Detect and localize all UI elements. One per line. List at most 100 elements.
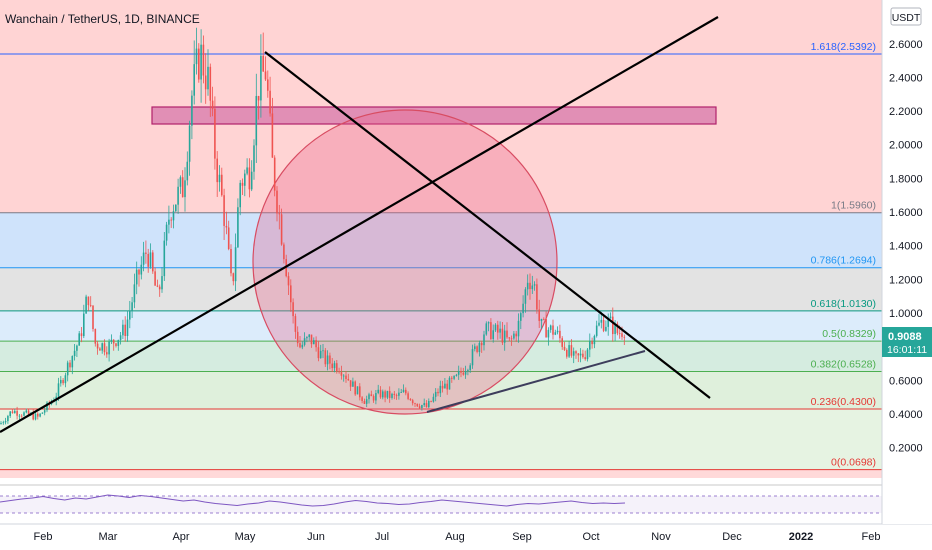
candle-body — [94, 329, 97, 344]
candle-body — [462, 372, 465, 375]
candle-body — [556, 330, 559, 333]
candle-body — [464, 371, 467, 375]
candle-body — [115, 343, 117, 346]
candle-body — [549, 325, 552, 330]
candle-body — [138, 269, 140, 275]
candle-body — [108, 341, 110, 355]
candle-body — [57, 383, 60, 397]
candle-body — [524, 289, 527, 304]
fib-label: 0.786(1.2694) — [811, 255, 876, 267]
y-tick-label: 2.0000 — [889, 140, 923, 152]
candle-body — [310, 334, 313, 345]
trendline-falling — [264, 51, 711, 399]
candle-body — [211, 100, 214, 109]
candle-body — [377, 389, 379, 394]
candle-body — [474, 346, 476, 350]
candle-body — [156, 285, 159, 287]
candle-body — [485, 323, 488, 335]
y-tick-label: 2.2000 — [889, 106, 923, 118]
candle-body — [154, 271, 156, 286]
candle-body — [227, 227, 230, 250]
candle-body — [92, 305, 94, 330]
candle-body — [129, 310, 131, 320]
candle-body — [407, 393, 409, 399]
current-price: 0.9088 — [888, 331, 922, 343]
candle-body — [119, 335, 122, 340]
candle-body — [395, 394, 398, 396]
candle-body — [547, 329, 550, 338]
candle-body — [503, 330, 506, 343]
candle-body — [451, 377, 453, 379]
fib-label: 0.382(0.6528) — [811, 358, 876, 370]
y-tick-label: 2.4000 — [889, 72, 923, 84]
candle-body — [382, 391, 384, 398]
candle-body — [161, 276, 163, 290]
candle-body — [214, 108, 216, 159]
candle-body — [409, 398, 412, 401]
candle-body — [372, 396, 375, 401]
candle-body — [177, 186, 179, 205]
candle-body — [60, 379, 62, 384]
candle-body — [37, 413, 39, 417]
candle-body — [593, 335, 596, 345]
candle-body — [402, 389, 405, 393]
candle-body — [333, 363, 336, 369]
y-tick-label: 2.6000 — [889, 39, 923, 51]
x-tick-label: Nov — [651, 531, 671, 543]
candle-body — [370, 394, 373, 397]
currency-badge[interactable]: USDT — [890, 7, 922, 26]
candle-body — [517, 320, 520, 337]
x-axis: Feb Mar Apr May Jun Jul Aug Sep Oct Nov Dec 2022 Feb — [0, 523, 932, 543]
candle-body — [301, 344, 304, 348]
candle-body — [492, 330, 494, 339]
fib-label: 1.618(2.5392) — [811, 41, 876, 53]
candle-body — [418, 406, 421, 408]
candle-body — [112, 339, 115, 344]
candle-body — [359, 386, 361, 398]
candle-body — [142, 252, 145, 265]
y-tick-label: 1.2000 — [889, 274, 923, 286]
candle-body — [179, 177, 182, 187]
candle-body — [515, 333, 517, 337]
candle-body — [595, 325, 598, 336]
candles — [0, 27, 626, 425]
candle-body — [423, 403, 425, 406]
x-tick-label: Feb — [862, 531, 881, 543]
candle-body — [575, 351, 577, 354]
x-tick-label: Mar — [99, 531, 118, 543]
candle-body — [126, 319, 129, 336]
candle-body — [16, 410, 18, 416]
candle-body — [280, 214, 283, 245]
candle-body — [271, 113, 274, 158]
candle-body — [80, 333, 83, 337]
candle-body — [441, 385, 444, 389]
candle-body — [149, 252, 152, 267]
candle-body — [163, 240, 166, 277]
candle-body — [411, 400, 414, 404]
x-tick-label: Oct — [582, 531, 599, 543]
fib-labels: 1.618(2.5392) 1(1.5960) 0.786(1.2694) 0.618… — [811, 41, 876, 469]
candle-body — [43, 410, 46, 413]
candle-body — [158, 286, 161, 290]
candle-body — [623, 336, 626, 338]
candle-body — [11, 411, 14, 414]
candle-body — [421, 405, 423, 408]
candle-body — [513, 333, 515, 339]
x-tick-label: Sep — [512, 531, 532, 543]
candle-body — [354, 381, 356, 395]
candle-body — [117, 339, 120, 346]
chart-title: Wanchain / TetherUS, 1D, BINANCE — [5, 12, 200, 26]
y-tick-label: 1.0000 — [889, 308, 923, 320]
candle-body — [612, 316, 614, 335]
candle-body — [188, 125, 191, 162]
bar-countdown: 16:01:11 — [887, 344, 927, 356]
candle-body — [69, 362, 71, 368]
candle-body — [559, 330, 561, 339]
candle-body — [554, 332, 557, 335]
y-axis: 2.6000 2.4000 2.2000 2.0000 1.8000 1.6000 1.40… — [881, 0, 932, 524]
candle-body — [329, 355, 331, 364]
candle-body — [467, 370, 469, 372]
candle-body — [434, 391, 437, 397]
candle-body — [331, 363, 333, 369]
fib-band — [0, 53, 882, 213]
